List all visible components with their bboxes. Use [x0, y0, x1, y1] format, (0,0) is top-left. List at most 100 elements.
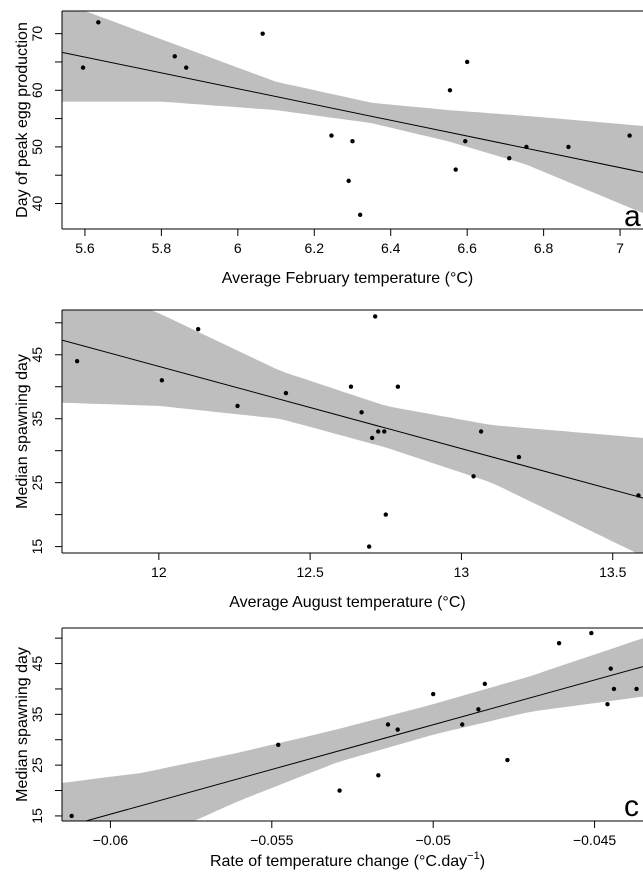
plot-area-c [62, 630, 643, 821]
x-tick-label-a-7: 7 [616, 240, 624, 256]
y-tick-label-a-3: 70 [29, 26, 45, 42]
data-point-a-2 [172, 54, 177, 59]
data-point-b-3 [235, 403, 240, 409]
x-tick-label-b-1: 12.5 [297, 564, 324, 580]
plot-area-b [62, 310, 643, 553]
data-point-c-1 [276, 742, 281, 748]
y-tick-label-c-1: 25 [29, 757, 45, 773]
data-point-a-14 [524, 144, 529, 150]
data-point-a-0 [80, 65, 86, 70]
data-point-b-11 [382, 429, 387, 434]
y-tick-label-a-1: 50 [29, 139, 45, 155]
data-point-b-1 [159, 378, 165, 383]
data-point-b-14 [471, 474, 476, 479]
y-axis-title-a: Day of peak egg production [14, 22, 31, 218]
x-tick-label-c-2: −0.05 [415, 832, 451, 848]
y-tick-label-c-2: 35 [29, 706, 45, 722]
x-tick-label-a-2: 6 [234, 240, 242, 256]
panel-c: c −0.06 −0.055 −0.05 −0.045 15 25 35 45 Rate of … [14, 627, 643, 870]
data-point-b-0 [74, 358, 80, 364]
data-point-b-6 [359, 410, 364, 415]
x-axis-title-b: Average August temperature (°C) [229, 594, 465, 611]
data-point-a-16 [627, 133, 632, 138]
fit-line-b [62, 339, 643, 499]
plot-area-a [62, 11, 643, 218]
y-tick-label-b-1: 25 [29, 475, 45, 491]
y-tick-label-b-3: 45 [29, 347, 45, 363]
y-tick-label-a-2: 60 [29, 82, 45, 98]
data-point-c-0 [69, 813, 74, 819]
data-point-a-13 [507, 156, 512, 161]
data-point-b-8 [369, 435, 375, 441]
confidence-band-b [62, 310, 643, 553]
x-tick-label-b-3: 13.5 [599, 564, 626, 580]
data-point-a-7 [350, 139, 355, 144]
data-point-c-8 [476, 707, 481, 712]
x-tick-label-c-3: −0.045 [573, 832, 616, 848]
confidence-band-a [62, 11, 643, 214]
data-point-c-6 [430, 691, 436, 697]
x-tick-label-a-0: 5.6 [75, 240, 95, 256]
x-tick-label-a-1: 5.8 [152, 240, 172, 256]
data-point-b-15 [478, 429, 484, 434]
x-tick-label-b-2: 13 [454, 564, 470, 580]
data-point-a-9 [447, 88, 453, 93]
data-point-b-9 [372, 314, 378, 319]
data-point-c-4 [385, 722, 391, 727]
y-tick-label-b-2: 35 [29, 411, 45, 427]
y-tick-label-c-0: 15 [29, 808, 45, 824]
data-point-c-10 [505, 757, 510, 763]
data-point-b-13 [395, 384, 401, 389]
data-point-b-10 [376, 429, 381, 434]
x-tick-label-a-5: 6.6 [457, 240, 477, 256]
data-point-c-14 [608, 666, 613, 671]
data-point-a-5 [329, 133, 334, 138]
data-point-c-3 [376, 773, 381, 778]
data-point-b-17 [636, 493, 641, 498]
y-axis-title-b: Median spawning day [14, 354, 31, 509]
x-axis-title-a: Average February temperature (°C) [222, 270, 474, 287]
x-tick-label-c-0: −0.06 [93, 832, 129, 848]
data-point-c-5 [395, 727, 400, 732]
data-point-c-11 [556, 641, 562, 646]
data-point-a-1 [96, 20, 101, 25]
x-tick-label-a-3: 6.2 [305, 240, 325, 256]
data-point-c-9 [482, 681, 488, 687]
data-point-b-7 [366, 544, 372, 549]
x-tick-label-c-1: −0.055 [250, 832, 293, 848]
data-point-b-16 [516, 454, 522, 460]
x-tick-label-a-6: 6.8 [534, 240, 554, 256]
x-axis-title-c: Rate of temperature change (°C.day−1) [210, 850, 485, 870]
data-point-b-4 [283, 390, 289, 396]
data-point-c-12 [589, 630, 594, 636]
data-point-a-3 [184, 65, 189, 70]
y-tick-label-c-3: 45 [29, 656, 45, 672]
data-point-c-13 [605, 701, 610, 707]
x-tick-label-a-4: 6.4 [381, 240, 401, 256]
x-tick-label-b-0: 12 [151, 564, 167, 580]
data-point-b-5 [348, 384, 354, 389]
data-point-c-2 [337, 788, 342, 793]
data-point-a-6 [346, 178, 351, 184]
fit-line-c [83, 666, 643, 821]
confidence-band-c [62, 638, 643, 821]
data-point-a-10 [453, 167, 458, 172]
data-point-a-12 [464, 59, 470, 65]
y-axis-title-c: Median spawning day [14, 647, 31, 802]
panel-letter-c: c [624, 790, 639, 823]
data-point-c-7 [460, 722, 465, 727]
data-point-c-16 [634, 686, 639, 692]
data-point-b-2 [195, 326, 201, 332]
y-tick-label-a-0: 40 [29, 196, 45, 212]
data-point-a-4 [260, 31, 265, 36]
y-tick-label-b-0: 15 [29, 539, 45, 555]
data-point-b-12 [383, 512, 388, 517]
data-point-a-8 [357, 212, 363, 218]
fit-line-a [62, 51, 643, 173]
data-point-a-15 [566, 144, 571, 150]
data-point-c-15 [611, 686, 617, 692]
data-point-a-11 [463, 139, 468, 144]
